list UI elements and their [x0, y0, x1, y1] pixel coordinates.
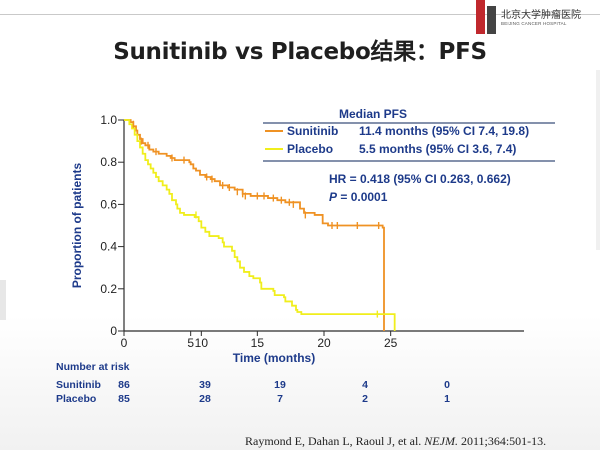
- risk-row-label: Sunitinib: [56, 379, 101, 391]
- slide-title: Sunitinib vs Placebo结果：PFS: [113, 39, 487, 65]
- legend-name-placebo: Placebo: [287, 142, 333, 156]
- citation-journal: NEJM.: [424, 434, 458, 448]
- number-at-risk-table: Number at risk Sunitinib 86 39 19 4 0 Placebo 85…: [56, 361, 450, 405]
- citation-authors: Raymond E, Dahan L, Raoul J, et al.: [245, 434, 425, 448]
- risk-value: 28: [199, 393, 211, 405]
- logo-mark-icon: [476, 0, 496, 34]
- y-axis-title: Proportion of patients: [70, 163, 84, 289]
- p-value-label: P: [329, 190, 338, 204]
- citation-details: 2011;364:501-13.: [457, 434, 547, 448]
- series-line-sunitinib: [124, 119, 385, 331]
- x-tick-label: 15: [251, 336, 265, 350]
- y-tick-label: 0.2: [100, 282, 117, 296]
- risk-value: 39: [199, 379, 211, 391]
- legend-detail-sunitinib: 11.4 months (95% CI 7.4, 19.8): [359, 124, 529, 138]
- series-line-placebo: [124, 119, 396, 331]
- chart-series-layer: [124, 119, 396, 331]
- risk-value: 2: [362, 393, 368, 405]
- x-tick-label: 10: [195, 336, 209, 350]
- x-tick-label: 20: [317, 336, 331, 350]
- y-tick-label: 0.8: [100, 155, 117, 169]
- risk-value: 1: [444, 393, 450, 405]
- risk-heading: Number at risk: [56, 361, 130, 373]
- legend-detail-placebo: 5.5 months (95% CI 3.6, 7.4): [359, 142, 516, 156]
- risk-value: 19: [274, 379, 286, 391]
- decor-stripe-right: [596, 70, 600, 250]
- legend-heading: Median PFS: [339, 107, 407, 121]
- y-tick-label: 1.0: [100, 113, 117, 127]
- risk-value: 85: [118, 393, 130, 405]
- risk-value: 7: [277, 393, 283, 405]
- hospital-logo: 北京大学肿瘤医院 BEIJING CANCER HOSPITAL: [476, 0, 594, 36]
- logo-text-en: BEIJING CANCER HOSPITAL: [501, 21, 567, 26]
- chart-ticks: 0 0.2 0.4 0.6 0.8 1.0 0 5 10 15 20 25: [100, 113, 397, 350]
- hazard-ratio-text: HR = 0.418 (95% CI 0.263, 0.662): [329, 172, 511, 186]
- y-tick-label: 0: [110, 324, 117, 338]
- risk-value: 86: [118, 379, 130, 391]
- chart-axes: Proportion of patients Time (months): [70, 120, 524, 365]
- risk-row-label: Placebo: [56, 393, 96, 405]
- legend-name-sunitinib: Sunitinib: [287, 124, 338, 138]
- header-rule: [0, 14, 600, 15]
- x-tick-label: 0: [121, 336, 128, 350]
- decor-stripe-left: [0, 280, 6, 320]
- chart-censor-layer: [132, 120, 380, 318]
- x-tick-label: 5: [187, 336, 194, 350]
- p-value-text: P = 0.0001: [329, 190, 388, 204]
- x-tick-label: 25: [384, 336, 398, 350]
- y-tick-label: 0.6: [100, 197, 117, 211]
- risk-value: 0: [444, 379, 450, 391]
- x-axis-title: Time (months): [233, 351, 315, 365]
- p-value-number: = 0.0001: [337, 190, 388, 204]
- risk-value: 4: [362, 379, 368, 391]
- logo-text-cn: 北京大学肿瘤医院: [501, 10, 581, 21]
- citation: Raymond E, Dahan L, Raoul J, et al. NEJM…: [245, 434, 546, 449]
- y-tick-label: 0.4: [100, 240, 117, 254]
